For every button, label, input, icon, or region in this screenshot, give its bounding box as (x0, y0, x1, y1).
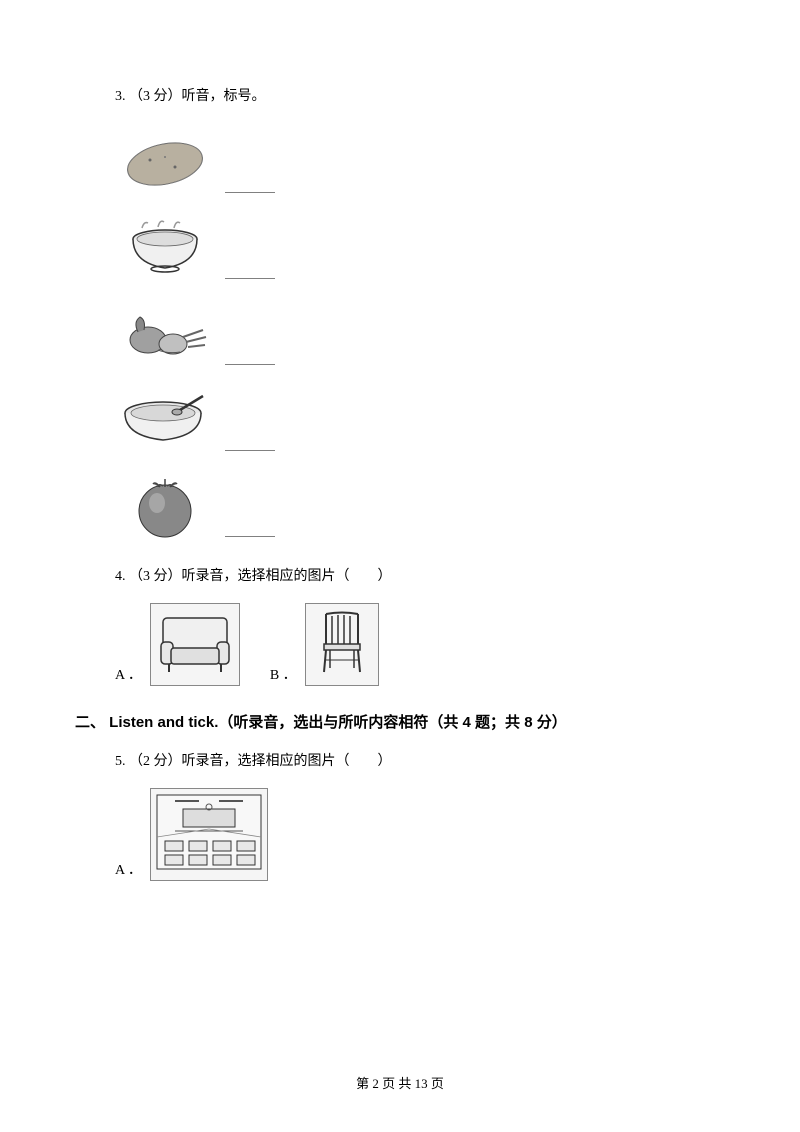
q3-item-1 (115, 123, 725, 201)
q5-option-a[interactable]: A ． (115, 788, 725, 881)
q3-points: （3 分） (129, 89, 182, 104)
q5-points: （2 分） (129, 754, 182, 769)
q4-option-a[interactable]: A ． (115, 603, 240, 686)
chair-image (305, 603, 379, 686)
q4-a-label: A ． (115, 664, 142, 686)
section-2-header: 二、 Listen and tick.（听录音，选出与所听内容相符（共 4 题；… (75, 711, 725, 732)
sofa-image (150, 603, 240, 686)
tomato-image (115, 467, 215, 545)
question-4-text: 4. （3 分）听录音，选择相应的图片（ ） (115, 565, 725, 585)
question-3-text: 3. （3 分）听音，标号。 (115, 85, 725, 105)
classroom-image (150, 788, 268, 881)
q3-text: 听音，标号。 (182, 89, 266, 104)
q4-text: 听录音，选择相应的图片（ ） (182, 569, 392, 584)
page-content: 3. （3 分）听音，标号。 (0, 0, 800, 881)
q3-blank-4[interactable] (225, 450, 275, 451)
q5-a-label: A ． (115, 859, 142, 881)
q4-points: （3 分） (129, 569, 182, 584)
q3-number: 3. (115, 89, 129, 104)
rice-bowl-image (115, 209, 215, 287)
q3-blank-3[interactable] (225, 364, 275, 365)
potato-image (115, 123, 215, 201)
q3-item-5 (115, 467, 725, 545)
vegetables-image (115, 295, 215, 373)
soup-bowl-image (115, 381, 215, 459)
page-footer: 第 2 页 共 13 页 (0, 1073, 800, 1092)
q4-options: A ． B ． (115, 603, 725, 686)
q5-number: 5. (115, 754, 129, 769)
q4-number: 4. (115, 569, 129, 584)
q5-text: 听录音，选择相应的图片（ ） (182, 754, 392, 769)
q3-blank-1[interactable] (225, 192, 275, 193)
q3-blank-2[interactable] (225, 278, 275, 279)
question-5-text: 5. （2 分）听录音，选择相应的图片（ ） (115, 750, 725, 770)
q4-b-label: B ． (270, 664, 297, 686)
q3-item-2 (115, 209, 725, 287)
q4-option-b[interactable]: B ． (270, 603, 379, 686)
q3-item-4 (115, 381, 725, 459)
q3-item-3 (115, 295, 725, 373)
q3-blank-5[interactable] (225, 536, 275, 537)
